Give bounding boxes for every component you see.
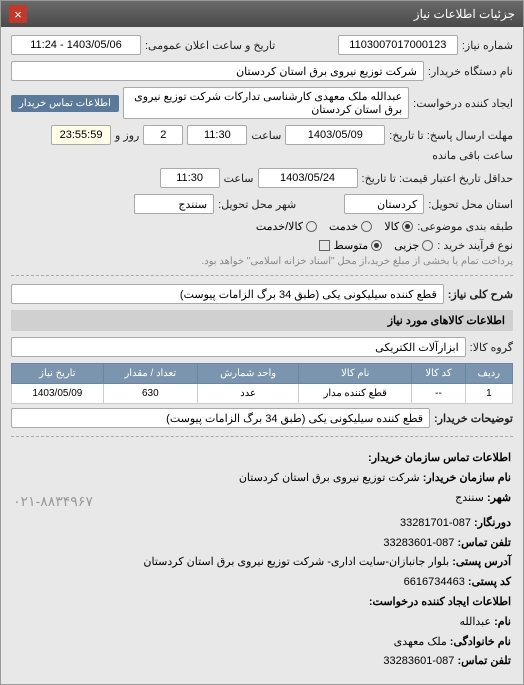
- treasury-note: پرداخت تمام یا بخشی از مبلغ خرید،از محل …: [201, 256, 513, 267]
- divider-2: [11, 436, 513, 437]
- deadline-time-field: 11:30: [187, 125, 247, 145]
- org-value: شرکت توزیع نیروی برق استان کردستان: [239, 472, 420, 484]
- tel-value: 087-33283601: [383, 537, 454, 549]
- c-city-value: سنندج: [455, 492, 484, 504]
- divider: [11, 275, 513, 276]
- code-value: 6616734463: [404, 576, 465, 588]
- time-label-1: ساعت: [251, 129, 281, 142]
- buyer-org-label: نام دستگاه خریدار:: [428, 65, 513, 78]
- table-header-row: ردیف کد کالا نام کالا واحد شمارش تعداد /…: [12, 364, 513, 384]
- treasury-checkbox[interactable]: [319, 240, 330, 251]
- addr-label: آدرس پستی:: [452, 556, 511, 568]
- goods-section-title: اطلاعات کالاهای مورد نیاز: [11, 310, 513, 331]
- cell-row: 1: [465, 384, 512, 404]
- buy-type-label: نوع فرآیند خرید :: [437, 239, 513, 252]
- buyer-desc-label: توضیحات خریدار:: [434, 412, 513, 425]
- city-label: شهر محل تحویل:: [218, 198, 296, 211]
- group-label: گروه کالا:: [470, 341, 513, 354]
- validity-date-field: 1403/05/24: [258, 168, 358, 188]
- family-label: نام خانوادگی:: [450, 636, 511, 648]
- deadline-label: مهلت ارسال پاسخ: تا تاریخ:: [389, 129, 513, 142]
- announce-label: تاریخ و ساعت اعلان عمومی:: [145, 39, 275, 52]
- cell-name: قطع کننده مدار: [299, 384, 412, 404]
- remain-label: ساعت باقی مانده: [432, 149, 513, 162]
- need-no-field: 1103007017000123: [338, 35, 458, 55]
- family-value: ملک معهدی: [394, 636, 447, 648]
- days-label: روز و: [115, 129, 139, 142]
- buyer-desc-field: قطع کننده سیلیکونی یکی (طبق 34 برگ الزام…: [11, 408, 430, 428]
- announce-field: 1403/05/06 - 11:24: [11, 35, 141, 55]
- titlebar: جزئیات اطلاعات نیاز ×: [1, 1, 523, 27]
- city-field: سنندج: [134, 194, 214, 214]
- requester-label: ایجاد کننده درخواست:: [413, 97, 513, 110]
- radio-icon: [422, 240, 433, 251]
- support-tel: ۰۲۱-۸۸۳۴۹۶۷: [13, 489, 93, 514]
- radio-service[interactable]: خدمت: [329, 220, 372, 233]
- cell-qty: 630: [103, 384, 197, 404]
- close-icon[interactable]: ×: [9, 5, 27, 23]
- days-field: 2: [143, 125, 183, 145]
- remaining-time-field: 23:55:59: [51, 125, 111, 145]
- c-city-label: شهر:: [487, 492, 511, 504]
- province-field: کردستان: [344, 194, 424, 214]
- name-label: نام:: [494, 616, 511, 628]
- tel-label: تلفن تماس:: [457, 537, 511, 549]
- details-window: جزئیات اطلاعات نیاز × شماره نیاز: 110300…: [0, 0, 524, 685]
- subject-type-label: طبقه بندی موضوعی:: [417, 220, 513, 233]
- radio-goods[interactable]: کالا: [384, 220, 413, 233]
- radio-icon: [361, 221, 372, 232]
- desc-field: قطع کننده سیلیکونی یکی (طبق 34 برگ الزام…: [11, 284, 444, 304]
- radio-icon: [371, 240, 382, 251]
- col-unit: واحد شمارش: [197, 364, 298, 384]
- need-no-label: شماره نیاز:: [462, 39, 513, 52]
- buyer-org-field: شرکت توزیع نیروی برق استان کردستان: [11, 61, 424, 81]
- col-qty: تعداد / مقدار: [103, 364, 197, 384]
- name-value: عبدالله: [459, 616, 491, 628]
- goods-table: ردیف کد کالا نام کالا واحد شمارش تعداد /…: [11, 363, 513, 404]
- cell-date: 1403/05/09: [12, 384, 104, 404]
- col-row: ردیف: [465, 364, 512, 384]
- radio-icon: [306, 221, 317, 232]
- validity-time-field: 11:30: [160, 168, 220, 188]
- cell-code: --: [412, 384, 466, 404]
- contact-info-block: اطلاعات تماس سازمان خریدار: نام سازمان خ…: [11, 445, 513, 676]
- col-code: کد کالا: [412, 364, 466, 384]
- group-field: ابزارآلات الکتریکی: [11, 337, 466, 357]
- table-row[interactable]: 1 -- قطع کننده مدار عدد 630 1403/05/09: [12, 384, 513, 404]
- radio-partial[interactable]: جزیی: [394, 239, 433, 252]
- cell-unit: عدد: [197, 384, 298, 404]
- ctel-value: 087-33283601: [383, 655, 454, 667]
- deadline-date-field: 1403/05/09: [285, 125, 385, 145]
- fax-value: 087-33281701: [400, 517, 471, 529]
- col-name: نام کالا: [299, 364, 412, 384]
- buy-type-radios: جزیی متوسط: [334, 239, 434, 252]
- radio-icon: [402, 221, 413, 232]
- contact-title: اطلاعات تماس سازمان خریدار:: [368, 452, 511, 464]
- col-date: تاریخ نیاز: [12, 364, 104, 384]
- radio-goods-service[interactable]: کالا/خدمت: [256, 220, 317, 233]
- code-label: کد پستی:: [468, 576, 511, 588]
- province-label: استان محل تحویل:: [428, 198, 513, 211]
- ctel-label: تلفن تماس:: [457, 655, 511, 667]
- creator-title: اطلاعات ایجاد کننده درخواست:: [369, 596, 511, 608]
- requester-field: عبدالله ملک معهدی کارشناسی تدارکات شرکت …: [123, 87, 409, 119]
- validity-label: حداقل تاریخ اعتبار قیمت: تا تاریخ:: [362, 172, 513, 185]
- time-label-2: ساعت: [224, 172, 254, 185]
- content-area: شماره نیاز: 1103007017000123 تاریخ و ساع…: [1, 27, 523, 684]
- contact-info-button[interactable]: اطلاعات تماس خریدار: [11, 95, 119, 112]
- window-title: جزئیات اطلاعات نیاز: [414, 7, 515, 21]
- addr-value: بلوار جانبازان-سایت اداری- شرکت توزیع نی…: [143, 556, 449, 568]
- desc-label: شرح کلی نیاز:: [448, 288, 513, 301]
- org-label: نام سازمان خریدار:: [423, 472, 511, 484]
- radio-medium[interactable]: متوسط: [334, 239, 383, 252]
- fax-label: دورنگار:: [474, 517, 511, 529]
- subject-type-radios: کالا خدمت کالا/خدمت: [256, 220, 413, 233]
